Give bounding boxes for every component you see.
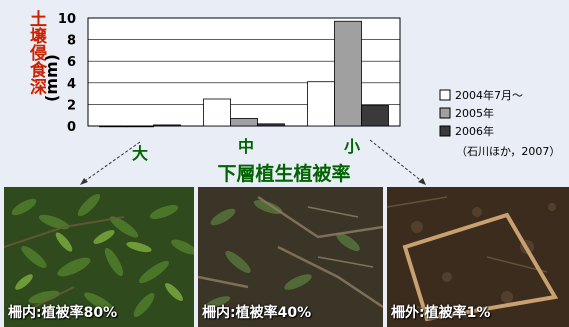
bar-1-series-3: [153, 124, 181, 127]
bar-3-series-2: [334, 20, 362, 127]
y-tick-label: 2: [67, 98, 76, 113]
photo-inside-fence-80: 柵内:植被率80%: [4, 187, 194, 327]
photo-inside-fence-40: 柵内:植被率40%: [198, 187, 383, 327]
legend-swatch-2004: [439, 89, 451, 101]
arrow-to-photo-3: [369, 139, 425, 184]
arrow-to-photo-1: [81, 141, 141, 184]
bar-3-series-1: [307, 81, 335, 127]
legend-swatch-2005: [439, 107, 451, 119]
category-label-medium: 中: [238, 137, 254, 156]
medium-vegetation-photo: [198, 187, 383, 327]
y-tick-label: 8: [67, 34, 76, 49]
source-citation: （石川ほか，2007）: [456, 145, 560, 158]
photo-caption-40: 柵内:植被率40%: [202, 305, 312, 321]
bars: [99, 20, 389, 128]
bar-2-series-2: [230, 118, 258, 127]
category-label-small: 小: [344, 137, 360, 156]
y-tick-label: 6: [67, 55, 76, 70]
x-axis-title: 下層植生植被率: [217, 162, 350, 185]
pointer-arrows: [81, 139, 425, 184]
legend-label-2005: 2005年: [455, 106, 494, 120]
quadrat-frame: [402, 212, 559, 322]
y-axis-title: 土壌侵食深: [26, 9, 48, 96]
arrowhead-1: [80, 178, 88, 185]
y-tick-label: 4: [67, 77, 76, 92]
bar-1-series-1: [99, 125, 127, 128]
bar-1-series-2: [126, 125, 154, 128]
erosion-chart: 0 2 4 6 8 10 土壌侵食深 (mm) 大 中 小 下層植生植被率 2004年7月…: [26, 9, 560, 185]
bare-ground-photo: [387, 187, 569, 327]
arrowhead-3: [418, 178, 426, 185]
bar-2-series-3: [257, 123, 285, 127]
photo-caption-1: 柵外:植被率1%: [391, 305, 491, 321]
legend: 2004年7月～ 2005年 2006年 （石川ほか，2007）: [439, 88, 560, 158]
y-tick-label: 10: [58, 12, 76, 27]
y-tick-labels: 0 2 4 6 8 10: [58, 12, 76, 135]
photo-caption-80: 柵内:植被率80%: [8, 305, 118, 321]
dense-vegetation-photo: [4, 187, 194, 327]
legend-label-2006: 2006年: [455, 124, 494, 138]
photo-outside-fence-1: 柵外:植被率1%: [387, 187, 569, 327]
y-tick-label: 0: [67, 120, 76, 135]
bar-3-series-3: [361, 105, 389, 127]
y-axis-unit: (mm): [42, 54, 61, 102]
category-label-large: 大: [132, 144, 148, 163]
bar-2-series-1: [203, 98, 231, 127]
legend-swatch-2006: [439, 125, 451, 137]
legend-label-2004: 2004年7月～: [455, 88, 523, 102]
